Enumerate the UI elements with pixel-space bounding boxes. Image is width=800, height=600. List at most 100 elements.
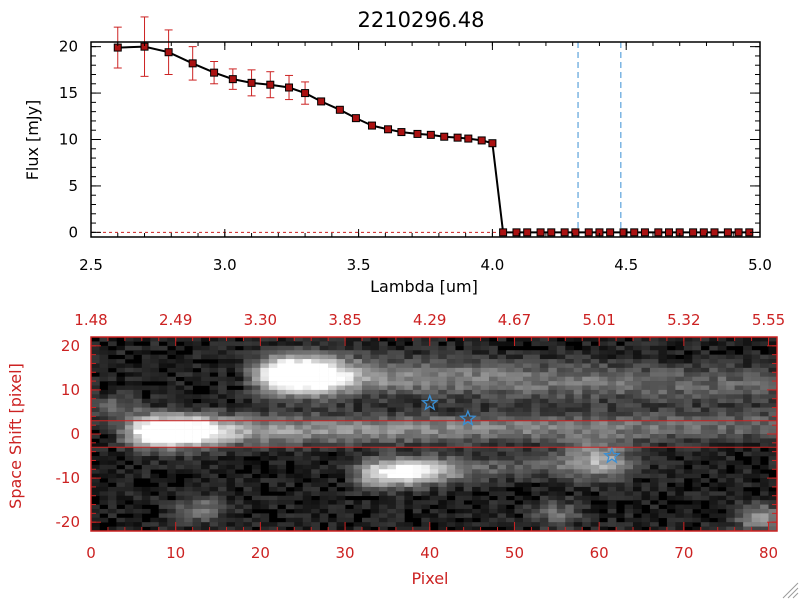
image-pixel [243,376,253,382]
image-pixel [243,403,253,408]
image-pixel [573,420,583,426]
image-pixel [641,438,651,444]
image-pixel [726,460,735,466]
image-pixel [353,372,363,377]
resize-grip-icon[interactable] [782,582,799,599]
image-pixel [489,416,498,422]
image-pixel [328,354,337,360]
wavelength-tick-label: 1.48 [74,311,107,329]
image-pixel [717,389,727,395]
image-pixel [633,486,642,492]
image-pixel [633,411,642,417]
image-pixel [429,508,439,514]
image-pixel [429,420,439,426]
image-pixel [234,522,244,527]
image-pixel [421,460,431,466]
flux-point [317,97,326,106]
image-pixel [607,508,617,514]
image-pixel [472,478,481,483]
image-pixel [336,429,346,435]
image-pixel [302,381,312,386]
image-pixel [590,517,600,523]
image-pixel [175,513,185,519]
image-pixel [387,359,397,364]
image-pixel [633,345,642,351]
image-pixel [556,464,566,470]
image-pixel [675,495,685,501]
image-pixel [345,508,354,514]
image-pixel [497,447,507,452]
image-pixel [353,429,363,435]
image-pixel [362,434,371,439]
image-pixel [480,513,490,519]
image-pixel [455,403,464,408]
image-pixel [243,394,253,400]
image-pixel [573,372,583,377]
image-pixel [201,411,210,417]
image-pixel [209,464,219,470]
image-pixel [345,381,354,386]
image-pixel [353,389,363,395]
image-pixel [683,438,693,444]
image-pixel [226,442,236,448]
image-pixel [116,495,126,501]
image-pixel [218,456,227,461]
image-pixel [184,337,193,342]
image-pixel [234,389,244,395]
image-pixel [234,376,244,382]
image-pixel [99,376,109,382]
image-pixel [582,411,591,417]
image-pixel [167,447,176,452]
image-pixel [158,486,168,492]
image-pixel [522,478,532,483]
image-pixel [446,460,456,466]
image-pixel [175,491,185,497]
image-pixel [760,522,769,527]
image-pixel [539,337,549,342]
image-pixel [438,522,447,527]
image-pixel [201,337,210,342]
image-pixel [167,398,176,404]
image-pixel [378,517,388,523]
image-pixel [404,345,414,351]
image-pixel [709,345,719,351]
image-pixel [514,522,524,527]
image-pixel [446,500,456,505]
image-pixel [395,513,405,519]
image-pixel [251,513,261,519]
image-pixel [167,469,176,474]
image-pixel [268,359,278,364]
image-pixel [590,372,600,377]
image-pixel [438,367,447,373]
image-pixel [209,341,219,347]
image-pixel [294,381,304,386]
image-pixel [226,381,236,386]
image-pixel [734,385,744,391]
image-pixel [124,367,134,373]
image-pixel [294,425,304,430]
image-pixel [277,350,287,355]
image-pixel [522,522,532,527]
image-pixel [760,473,769,479]
image-pixel [294,517,304,523]
image-pixel [658,429,668,435]
image-pixel [124,385,134,391]
image-pixel [556,473,566,479]
image-pixel [234,447,244,452]
image-pixel [768,407,778,413]
image-pixel [743,394,752,400]
image-pixel [760,416,769,422]
image-pixel [658,425,668,430]
image-pixel [692,513,702,519]
image-pixel [150,464,160,470]
image-pixel [531,420,541,426]
image-pixel [683,447,693,452]
image-pixel [565,385,575,391]
image-pixel [726,451,735,457]
image-pixel [692,354,702,360]
image-pixel [743,350,752,355]
image-pixel [709,526,719,532]
image-pixel [175,456,185,461]
image-pixel [378,429,388,435]
image-pixel [768,478,778,483]
